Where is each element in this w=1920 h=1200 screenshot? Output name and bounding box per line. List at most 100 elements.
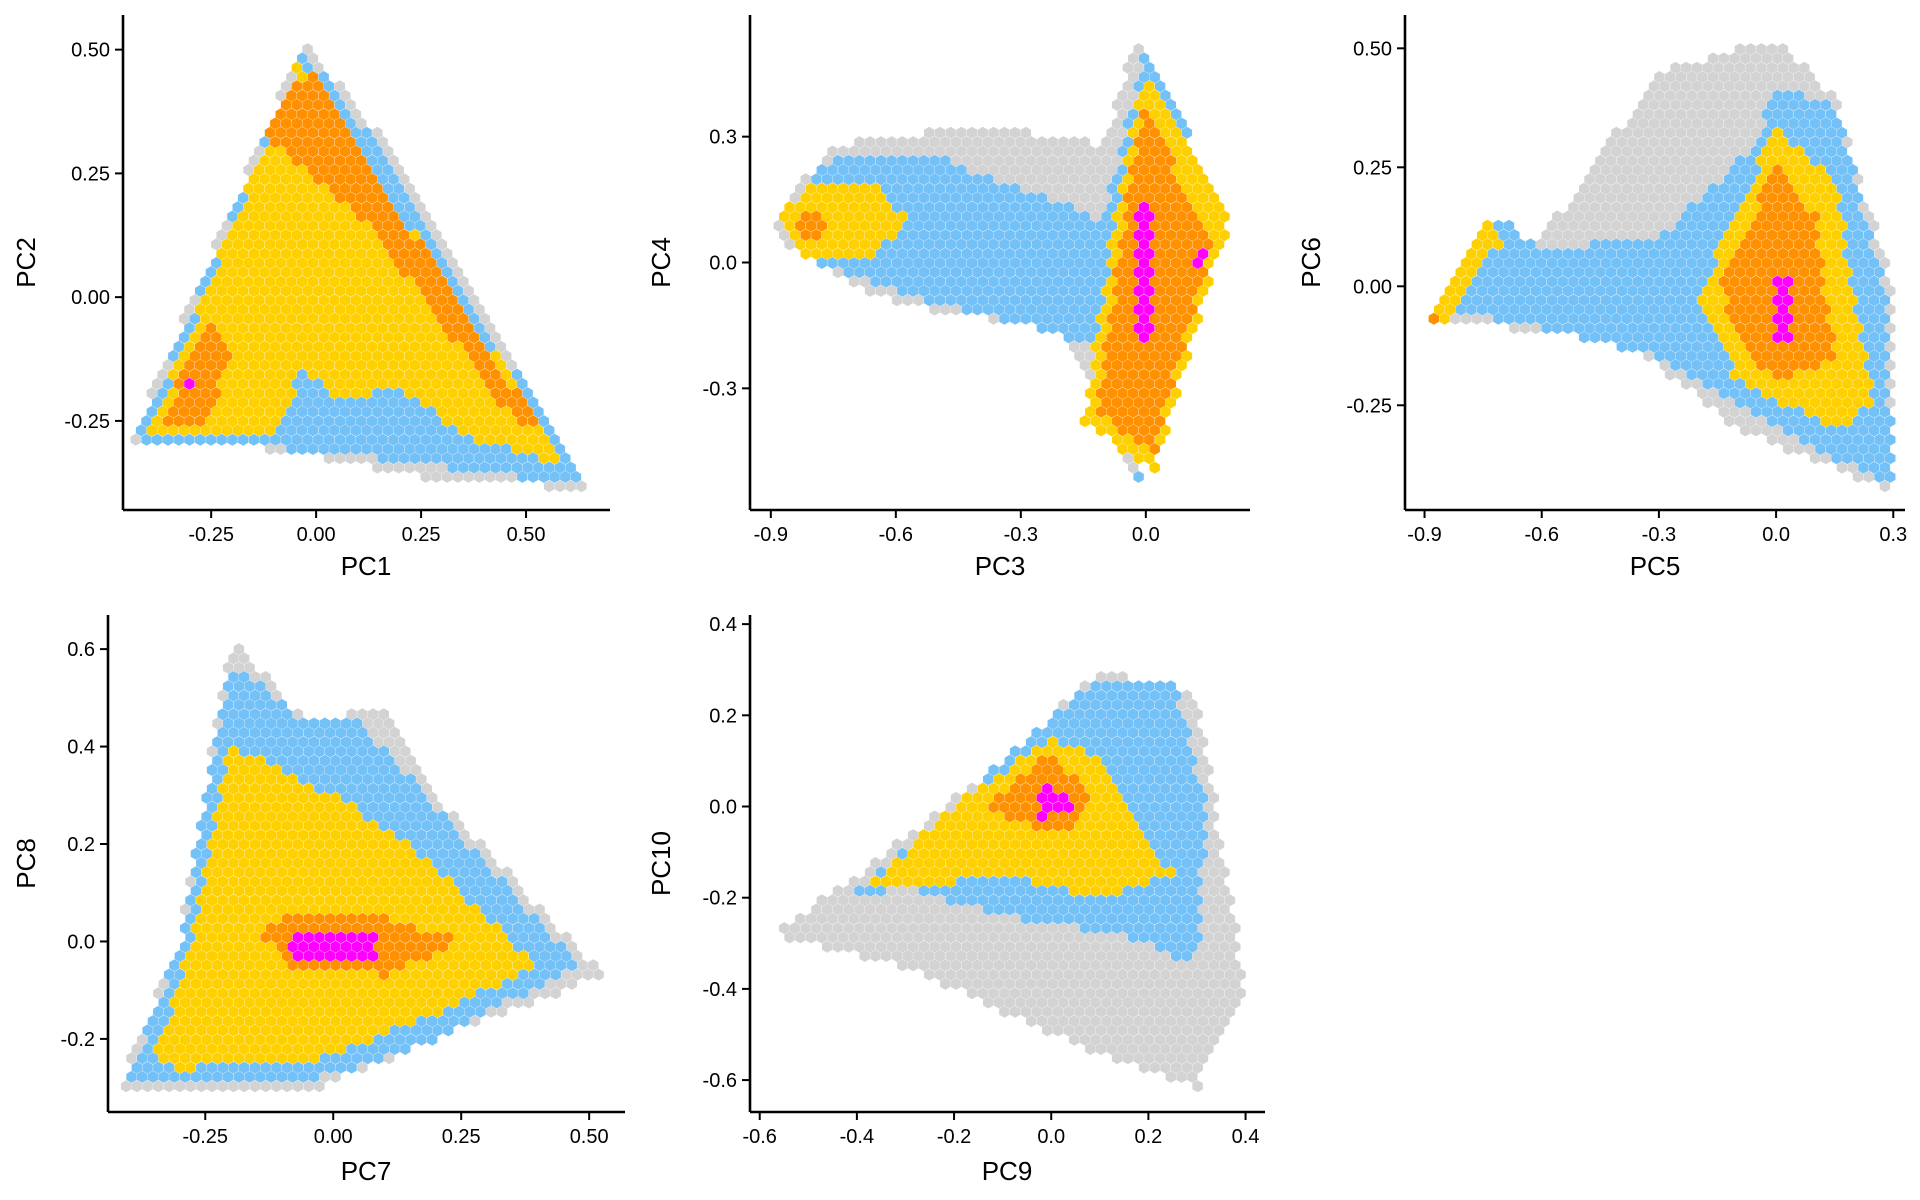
hex-bin-mid: [442, 266, 453, 279]
hex-bin-mid: [1176, 884, 1187, 897]
hex-bin-high: [1122, 154, 1134, 167]
hex-bin-higher: [323, 98, 335, 111]
hex-bin-higher: [1772, 164, 1783, 176]
hex-bin-low: [1691, 117, 1703, 130]
hex-bin-higher: [1122, 340, 1134, 353]
hex-bin-low: [432, 801, 443, 814]
hex-bin-higher: [463, 340, 474, 353]
hex-bin-high: [318, 294, 329, 307]
hex-bin-mid: [1187, 791, 1198, 804]
hex-bin-high: [350, 257, 362, 269]
hex-bin-high: [443, 912, 454, 925]
hex-bin-mid: [1165, 810, 1176, 823]
hex-bin-low: [495, 340, 507, 353]
hex-bin-mid: [432, 1024, 443, 1037]
hex-bin-high: [1004, 847, 1015, 860]
hex-bin-high: [1181, 164, 1193, 176]
hex-bin-high: [1117, 838, 1128, 851]
hex-bin-mid: [436, 443, 447, 455]
hex-bin-high: [249, 819, 261, 832]
hex-bin-higher: [1176, 266, 1187, 279]
hex-bin-mid: [1020, 294, 1031, 307]
hex-bin-high: [217, 801, 228, 814]
hex-bin-high: [1734, 210, 1746, 223]
hex-bin-mid: [1149, 764, 1160, 776]
hex-bin-high: [243, 424, 254, 437]
hex-bin-low: [184, 303, 195, 316]
hex-bin-mid: [1573, 322, 1584, 335]
hex-bin-high: [1815, 182, 1826, 195]
hex-bin-higher: [1826, 331, 1837, 344]
hex-bin-mid: [394, 773, 406, 786]
hex-bin-higher: [1144, 415, 1155, 428]
hex-bin-low: [1691, 80, 1703, 93]
hex-bin-low: [1106, 671, 1117, 683]
hex-bin-high: [227, 340, 238, 353]
hex-bin-low: [1740, 52, 1751, 65]
hex-bin-high: [212, 940, 223, 953]
hex-bin-mid: [1009, 238, 1021, 251]
hex-bin-mid: [1026, 303, 1037, 316]
hex-bin-higher: [1176, 322, 1187, 335]
hex-bin-mid: [324, 726, 336, 739]
hex-bin-higher: [1165, 191, 1176, 204]
hex-bin-mid: [1868, 424, 1880, 437]
hex-bin-mid: [1165, 903, 1176, 916]
hex-bin-high: [275, 145, 286, 158]
hex-bin-mid: [993, 266, 1005, 279]
hex-bin-high: [1777, 136, 1789, 149]
hex-bin-high: [1826, 312, 1837, 325]
hex-bin-higher: [1117, 238, 1128, 251]
hex-bin-high: [271, 801, 282, 814]
hex-bin-mid: [570, 470, 582, 483]
hex-bin-higher: [1761, 294, 1772, 307]
hex-bin-mid: [330, 1052, 341, 1065]
hex-bin-mid: [425, 238, 437, 251]
hex-bin-mid: [324, 764, 336, 776]
hex-bin-mid: [1745, 154, 1756, 167]
hex-bin-high: [415, 294, 426, 307]
hex-bin-higher: [1133, 154, 1144, 167]
hex-bin-higher: [1015, 773, 1026, 786]
hex-bin-high: [956, 801, 967, 814]
hex-bin-high: [1836, 238, 1848, 251]
hex-bin-mid: [506, 452, 517, 465]
hex-bin-high: [351, 866, 363, 879]
hex-bin-high: [399, 340, 410, 353]
hex-bin-highest: [1144, 247, 1155, 260]
hex-bin-mid: [1106, 708, 1117, 721]
hex-bin-high: [264, 331, 276, 344]
hex-bin-low: [1052, 182, 1064, 195]
hex-bin-high: [350, 219, 362, 232]
hex-bin-mid: [1004, 266, 1015, 279]
hex-bin-low: [795, 912, 806, 925]
hex-bin-mid: [1138, 782, 1150, 795]
hex-bin-low: [484, 322, 496, 335]
hex-bin-mid: [297, 424, 308, 437]
hex-bin-high: [1154, 433, 1166, 446]
hex-bin-low: [157, 368, 168, 381]
hex-bin-high: [323, 340, 335, 353]
hex-bin-mid: [1826, 164, 1837, 176]
hex-bin-low: [506, 359, 517, 372]
hex-bin-mid: [1144, 810, 1155, 823]
hex-bin-mid: [324, 745, 336, 758]
hex-bin-mid: [999, 294, 1010, 307]
hex-bin-high: [1815, 238, 1826, 251]
hex-bin-high: [303, 1024, 314, 1037]
hex-bin-higher: [1122, 247, 1134, 260]
hex-bin-high: [443, 875, 454, 888]
hex-bin-high: [276, 847, 287, 860]
hex-bin-high: [350, 350, 362, 362]
hex-bin-high: [313, 210, 324, 223]
hex-bin-high: [362, 866, 373, 879]
hex-bin-low: [870, 145, 881, 158]
hex-bin-mid: [1095, 275, 1107, 288]
hex-bin-mid: [463, 452, 474, 465]
hex-bin-mid: [249, 689, 261, 702]
hex-bin-higher: [421, 950, 432, 962]
hex-bin-high: [329, 257, 340, 269]
hex-bin-high: [495, 433, 507, 446]
hex-bin-high: [314, 968, 325, 981]
hex-bin-mid: [1128, 912, 1139, 925]
